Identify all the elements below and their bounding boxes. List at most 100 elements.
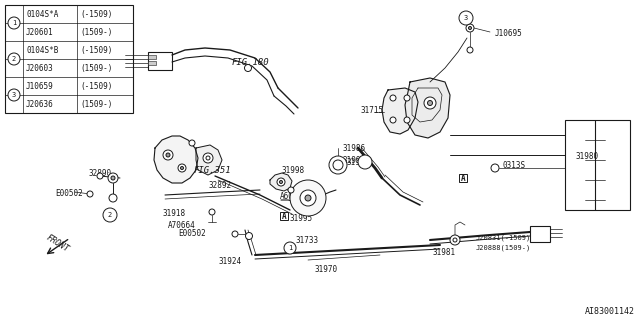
Circle shape	[203, 153, 213, 163]
Text: 0104S*B: 0104S*B	[26, 45, 58, 54]
Circle shape	[166, 153, 170, 157]
Circle shape	[333, 160, 343, 170]
Circle shape	[459, 11, 473, 25]
Circle shape	[404, 95, 410, 101]
Text: E00502: E00502	[55, 188, 83, 197]
Text: 1: 1	[288, 245, 292, 251]
Bar	[530, 226, 550, 242]
Text: 31995: 31995	[289, 213, 312, 222]
Text: FRONT: FRONT	[45, 234, 71, 254]
Circle shape	[390, 95, 396, 101]
Text: 3: 3	[12, 92, 16, 98]
Text: 31924: 31924	[218, 257, 241, 266]
Text: J20636: J20636	[26, 100, 54, 108]
Circle shape	[467, 47, 473, 53]
Text: 31970: 31970	[314, 266, 337, 275]
Bar	[565, 120, 630, 210]
Text: 31981: 31981	[432, 247, 455, 257]
Text: 31733: 31733	[295, 236, 318, 244]
Circle shape	[491, 164, 499, 172]
Circle shape	[277, 178, 285, 186]
Text: AI83001142: AI83001142	[585, 308, 635, 316]
Bar	[148, 55, 156, 59]
Circle shape	[288, 187, 294, 193]
Circle shape	[284, 242, 296, 254]
Text: 32890: 32890	[88, 169, 111, 178]
Circle shape	[8, 89, 20, 101]
Circle shape	[97, 173, 103, 179]
Text: 2: 2	[12, 56, 16, 62]
Circle shape	[300, 190, 316, 206]
Text: A: A	[461, 173, 465, 182]
Circle shape	[358, 155, 372, 169]
Circle shape	[468, 27, 472, 29]
Circle shape	[428, 100, 433, 106]
Circle shape	[290, 180, 326, 216]
Circle shape	[424, 97, 436, 109]
Text: (-1509): (-1509)	[80, 45, 113, 54]
Text: 0313S: 0313S	[502, 161, 525, 170]
Text: (1509-): (1509-)	[80, 63, 113, 73]
Text: 31980: 31980	[575, 151, 598, 161]
Circle shape	[8, 53, 20, 65]
Text: J20603: J20603	[26, 63, 54, 73]
Text: 31991: 31991	[342, 156, 365, 164]
Text: 0104S*A: 0104S*A	[26, 10, 58, 19]
Circle shape	[111, 176, 115, 180]
Bar	[148, 52, 172, 70]
Circle shape	[246, 233, 253, 239]
Text: (-1509): (-1509)	[80, 82, 113, 91]
Text: 31998: 31998	[281, 165, 304, 174]
Text: 32892: 32892	[208, 180, 231, 189]
Circle shape	[390, 117, 396, 123]
Circle shape	[108, 173, 118, 183]
Text: A6086: A6086	[280, 191, 303, 201]
Text: 31918: 31918	[162, 209, 185, 218]
Circle shape	[109, 194, 117, 202]
Circle shape	[450, 235, 460, 245]
Circle shape	[232, 231, 238, 237]
Circle shape	[163, 150, 173, 160]
Text: FIG.351: FIG.351	[194, 165, 232, 174]
Text: E00502: E00502	[178, 228, 205, 237]
Circle shape	[8, 17, 20, 29]
Text: (1509-): (1509-)	[80, 100, 113, 108]
Circle shape	[209, 209, 215, 215]
Polygon shape	[382, 88, 418, 134]
Text: 1: 1	[12, 20, 16, 26]
Text: J20601: J20601	[26, 28, 54, 36]
Polygon shape	[154, 136, 198, 183]
Circle shape	[87, 191, 93, 197]
Bar	[148, 61, 156, 65]
Text: 2: 2	[108, 212, 112, 218]
Text: A70664: A70664	[168, 220, 196, 229]
Circle shape	[305, 195, 311, 201]
Circle shape	[404, 117, 410, 123]
Text: J10695: J10695	[495, 28, 523, 37]
Text: 3: 3	[464, 15, 468, 21]
Circle shape	[189, 140, 195, 146]
Text: J10659: J10659	[26, 82, 54, 91]
Text: J20888(1509-): J20888(1509-)	[476, 245, 531, 251]
Bar	[280, 212, 288, 220]
Polygon shape	[405, 78, 450, 138]
Text: (1509-): (1509-)	[80, 28, 113, 36]
Circle shape	[329, 156, 347, 174]
Text: 31986: 31986	[342, 143, 365, 153]
Circle shape	[180, 166, 184, 170]
Circle shape	[178, 164, 186, 172]
Bar	[5, 5, 133, 113]
Bar	[459, 174, 467, 182]
Text: 31988: 31988	[346, 157, 369, 166]
Polygon shape	[196, 145, 222, 175]
Circle shape	[280, 180, 282, 183]
Text: 31715: 31715	[360, 106, 383, 115]
Circle shape	[466, 24, 474, 32]
Circle shape	[244, 65, 252, 71]
Circle shape	[103, 208, 117, 222]
Text: J20831(-1509): J20831(-1509)	[476, 235, 531, 241]
Text: A: A	[282, 212, 286, 220]
Polygon shape	[270, 173, 292, 191]
Text: (-1509): (-1509)	[80, 10, 113, 19]
Text: FIG.180: FIG.180	[232, 58, 269, 67]
